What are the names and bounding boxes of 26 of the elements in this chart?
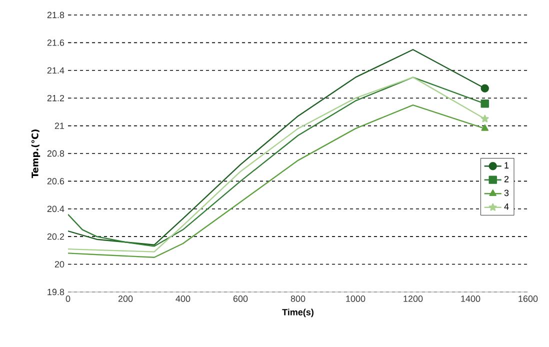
x-tick-label: 1600 <box>518 296 538 302</box>
x-tick-label: 600 <box>233 296 248 302</box>
y-tick-label: 20 <box>54 261 64 268</box>
legend-label: 4 <box>504 204 509 210</box>
x-tick-label: 1200 <box>404 296 423 302</box>
y-tick-label: 20.2 <box>47 233 64 240</box>
legend-label: 1 <box>504 162 509 168</box>
x-tick-label: 200 <box>118 296 133 302</box>
x-tick-label: 1000 <box>346 296 366 302</box>
x-tick-label: 800 <box>290 296 306 302</box>
legend-label: 3 <box>504 190 509 196</box>
y-tick-label: 21.2 <box>47 94 64 102</box>
y-tick-label: 20.4 <box>47 206 64 212</box>
x-tick-label: 1400 <box>461 296 480 302</box>
y-tick-label: 20.8 <box>47 150 64 157</box>
y-tick-label: 21.6 <box>47 40 64 46</box>
x-axis-title: Time(s) <box>282 308 314 318</box>
y-axis-title: Temp.(℃) <box>31 130 40 178</box>
y-tick-label: 21.8 <box>47 12 64 18</box>
y-tick-label: 19.8 <box>48 288 64 296</box>
y-tick-label: 21 <box>54 122 64 129</box>
x-tick-label: 0 <box>66 296 70 302</box>
legend-label: 2 <box>504 176 509 182</box>
x-tick-label: 400 <box>176 296 190 302</box>
y-tick-label: 21.4 <box>47 67 64 74</box>
y-tick-label: 20.6 <box>47 178 64 184</box>
